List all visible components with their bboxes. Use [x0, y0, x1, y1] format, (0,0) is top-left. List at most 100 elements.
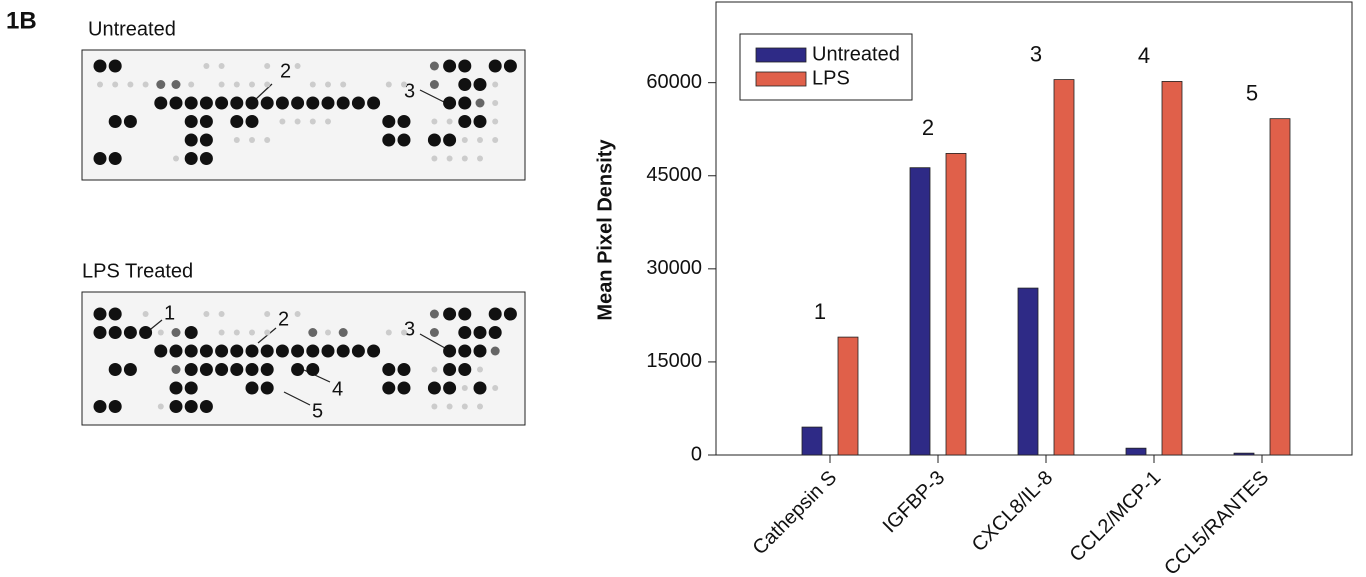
blot-spot	[264, 137, 271, 143]
blot-spot	[473, 381, 487, 395]
blot-spot	[93, 326, 107, 339]
blot-spot	[275, 344, 289, 358]
blot-spot	[385, 329, 392, 336]
blot-spot	[245, 96, 259, 110]
bar	[1053, 79, 1075, 456]
blot-spot	[309, 81, 316, 88]
blot-spot	[156, 80, 166, 89]
blot-spot	[260, 381, 274, 395]
blot-spot	[188, 81, 195, 88]
blot-spot	[492, 100, 499, 106]
blot-label: 3	[404, 80, 415, 102]
blot-spot	[108, 115, 122, 128]
blot-spot	[473, 78, 487, 91]
blot-spot	[492, 118, 499, 125]
blot-spot	[397, 133, 411, 147]
blot-spot	[492, 137, 499, 143]
blot-spot	[477, 403, 483, 410]
blot-spot	[503, 59, 517, 73]
blot-spot	[157, 403, 164, 410]
blot-label: 3	[404, 318, 415, 340]
blot-spot	[245, 381, 259, 395]
blot-spot	[294, 63, 301, 69]
blot-spot	[458, 326, 472, 339]
blot-spot	[308, 328, 318, 337]
blot-spot	[336, 96, 350, 110]
blot-spot	[108, 152, 122, 165]
blot-spot	[429, 61, 439, 71]
legend-label: Untreated	[812, 43, 900, 65]
blot-spot	[184, 152, 198, 165]
blot-spot	[184, 115, 198, 128]
x-tick-label: IGFBP-3	[879, 467, 950, 538]
blot-spot	[429, 328, 439, 337]
blot-spot	[97, 81, 103, 88]
bar	[1125, 447, 1147, 456]
blot-spot	[108, 307, 122, 321]
blot-spot	[233, 81, 240, 88]
y-tick-label: 15000	[646, 350, 702, 372]
blot-spot	[443, 344, 457, 358]
blot-spot	[458, 59, 472, 73]
bar	[1161, 81, 1183, 456]
blot-spot	[458, 344, 472, 358]
blot-spot	[199, 133, 213, 147]
blot-spot	[157, 329, 164, 336]
blot-spot	[458, 115, 472, 128]
blot-spot	[184, 381, 198, 395]
blot-spot	[351, 96, 365, 110]
bar	[909, 167, 931, 456]
blot-spot	[93, 59, 107, 73]
blot-spot	[431, 366, 438, 373]
blot-spot	[203, 311, 210, 317]
blot-spot	[264, 329, 271, 336]
blot-spot	[93, 152, 107, 165]
blot-spot	[477, 366, 483, 373]
blot-spot	[473, 115, 487, 128]
blot-spot	[123, 326, 137, 339]
panel-label: 1B	[6, 7, 37, 34]
blot-spot	[294, 118, 301, 125]
blot-spot	[184, 363, 198, 376]
blot-spot	[199, 96, 213, 110]
x-tick-label: Cathepsin S	[749, 467, 842, 560]
blot-spot	[184, 133, 198, 147]
bar	[945, 153, 967, 456]
blot-spot	[275, 96, 289, 110]
blot-spot	[443, 381, 457, 395]
blot-spot	[382, 115, 396, 128]
blot-spot	[142, 311, 149, 317]
blot-title: LPS Treated	[82, 260, 193, 282]
blot-spot	[123, 363, 137, 376]
blot-spot	[173, 155, 179, 162]
blot-spot	[382, 133, 396, 147]
blot-spot	[473, 326, 487, 339]
blot-spot	[218, 63, 225, 69]
blot-spot	[461, 403, 468, 410]
blot-spot	[309, 118, 316, 125]
blot-spot	[249, 137, 255, 143]
blot-spot	[142, 81, 149, 88]
blot-spot	[291, 363, 305, 376]
x-tick-label: CXCL8/IL-8	[968, 467, 1057, 556]
blot-spot	[488, 326, 502, 339]
blot-title: Untreated	[88, 18, 176, 40]
blot-spot	[443, 59, 457, 73]
blot-spot	[325, 81, 331, 88]
blot-spot	[336, 344, 350, 358]
blot-spot	[215, 344, 229, 358]
blot-spot	[397, 115, 411, 128]
blot-spot	[218, 311, 225, 317]
blot-spot	[171, 365, 181, 374]
bar-annotation: 5	[1246, 80, 1258, 105]
blot-spot	[427, 381, 441, 395]
blot-spot	[169, 96, 183, 110]
y-tick-label: 60000	[646, 71, 702, 93]
blot-spot	[108, 326, 122, 339]
y-tick-label: 0	[691, 443, 702, 465]
blot-spot	[93, 307, 107, 321]
blot-spot	[245, 344, 259, 358]
blot-spot	[306, 363, 320, 376]
blot-spot	[264, 311, 271, 317]
